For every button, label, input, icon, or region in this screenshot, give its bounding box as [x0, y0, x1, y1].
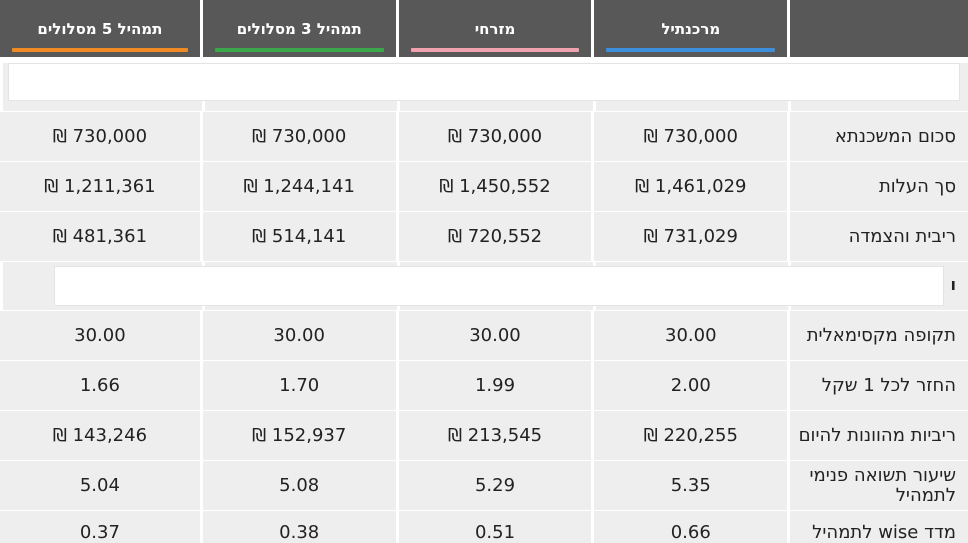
value-cell: 1,461,029 ₪: [594, 162, 788, 211]
value-cell: 2.00: [594, 361, 788, 410]
value-cell: 213,545 ₪: [398, 411, 592, 460]
value-cell: 0.37: [0, 511, 200, 543]
table-row: מדד wise לתמהיל 0.66 0.51 0.38 0.37: [0, 511, 968, 543]
accent-bar: [606, 48, 776, 52]
row-label: החזר לכל 1 שקל: [790, 361, 968, 410]
value-cell: 0.66: [594, 511, 788, 543]
header-col-mix3[interactable]: תמהיל 3 מסלולים: [202, 0, 396, 57]
table-row: שיעור תשואה פנימי לתמהיל 5.35 5.29 5.08 …: [0, 461, 968, 510]
value-cell: 30.00: [594, 311, 788, 360]
table-row: ריבית והצמדה 731,029 ₪ 720,552 ₪ 514,141…: [0, 212, 968, 261]
value-cell: 1.66: [0, 361, 200, 410]
accent-bar: [410, 48, 580, 52]
value-cell: 143,246 ₪: [0, 411, 200, 460]
value-cell: 514,141 ₪: [202, 212, 396, 261]
value-cell: 5.04: [0, 461, 200, 510]
value-cell: 730,000 ₪: [594, 112, 788, 161]
value-cell: 0.51: [398, 511, 592, 543]
table-row: סכום המשכנתא 730,000 ₪ 730,000 ₪ 730,000…: [0, 112, 968, 161]
row-label: סכום המשכנתא: [790, 112, 968, 161]
value-cell: 1,211,361 ₪: [0, 162, 200, 211]
table-header: מרכנתיל מזרחי תמהיל 3 מסלולים תמהיל 5 מס…: [0, 0, 968, 57]
section-band: ו: [0, 262, 968, 310]
header-col-mizrahi[interactable]: מזרחי: [398, 0, 592, 57]
row-label: שיעור תשואה פנימי לתמהיל: [790, 461, 968, 510]
accent-bar: [214, 48, 384, 52]
header-label: תמהיל 5 מסלולים: [37, 19, 163, 38]
value-cell: 30.00: [398, 311, 592, 360]
value-cell: 30.00: [202, 311, 396, 360]
header-label: מרכנתיל: [661, 19, 721, 38]
table-row: החזר לכל 1 שקל 2.00 1.99 1.70 1.66: [0, 361, 968, 410]
value-cell: 481,361 ₪: [0, 212, 200, 261]
header-label: מזרחי: [474, 19, 516, 38]
value-cell: 5.29: [398, 461, 592, 510]
section-band-overlay: [8, 63, 960, 101]
value-cell: 720,552 ₪: [398, 212, 592, 261]
value-cell: 30.00: [0, 311, 200, 360]
value-cell: 5.08: [202, 461, 396, 510]
row-label: ריביות מהוונות להיום: [790, 411, 968, 460]
header-label: תמהיל 3 מסלולים: [236, 19, 362, 38]
value-cell: 731,029 ₪: [594, 212, 788, 261]
section-band-overlay: [54, 266, 944, 306]
row-label: תקופה מקסימאלית: [790, 311, 968, 360]
row-label: ריבית והצמדה: [790, 212, 968, 261]
header-col-mercantile[interactable]: מרכנתיל: [594, 0, 788, 57]
value-cell: 1,244,141 ₪: [202, 162, 396, 211]
row-label: מדד wise לתמהיל: [790, 511, 968, 543]
section-band-mark: ו: [950, 275, 957, 294]
section-band: [0, 63, 968, 111]
value-cell: 1.99: [398, 361, 592, 410]
value-cell: 152,937 ₪: [202, 411, 396, 460]
value-cell: 730,000 ₪: [0, 112, 200, 161]
value-cell: 5.35: [594, 461, 788, 510]
row-label: סך העלות: [790, 162, 968, 211]
header-empty-cell: [790, 0, 968, 57]
value-cell: 730,000 ₪: [202, 112, 396, 161]
table-row: תקופה מקסימאלית 30.00 30.00 30.00 30.00: [0, 311, 968, 360]
value-cell: 0.38: [202, 511, 396, 543]
table-row: ריביות מהוונות להיום 220,255 ₪ 213,545 ₪…: [0, 411, 968, 460]
table-row: סך העלות 1,461,029 ₪ 1,450,552 ₪ 1,244,1…: [0, 162, 968, 211]
value-cell: 1,450,552 ₪: [398, 162, 592, 211]
accent-bar: [12, 48, 188, 52]
value-cell: 1.70: [202, 361, 396, 410]
header-col-mix5[interactable]: תמהיל 5 מסלולים: [0, 0, 200, 57]
value-cell: 220,255 ₪: [594, 411, 788, 460]
value-cell: 730,000 ₪: [398, 112, 592, 161]
